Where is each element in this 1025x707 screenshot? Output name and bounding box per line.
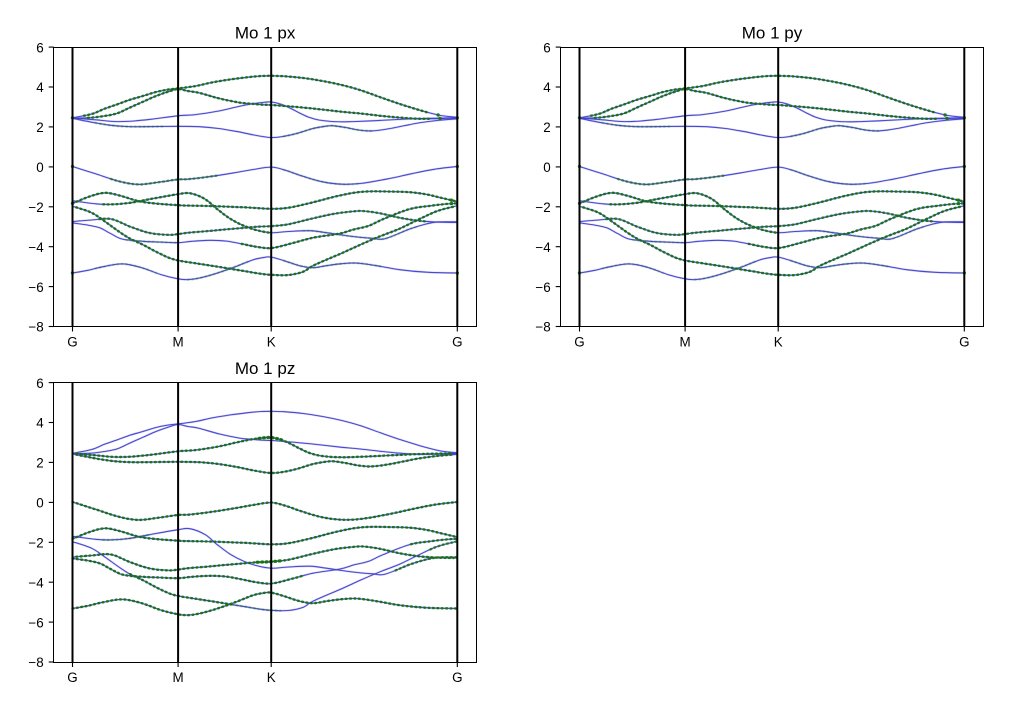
svg-text:Mo 1 pz: Mo 1 pz xyxy=(235,359,295,378)
svg-text:4: 4 xyxy=(36,416,44,431)
svg-text:−2: −2 xyxy=(28,200,43,215)
svg-text:G: G xyxy=(959,335,969,350)
svg-text:−4: −4 xyxy=(28,240,44,255)
svg-text:6: 6 xyxy=(36,376,43,391)
svg-text:4: 4 xyxy=(543,80,551,95)
svg-text:−4: −4 xyxy=(28,575,44,590)
svg-text:2: 2 xyxy=(36,456,43,471)
svg-text:−8: −8 xyxy=(28,655,43,670)
svg-text:G: G xyxy=(452,335,462,350)
svg-text:G: G xyxy=(67,335,77,350)
svg-text:4: 4 xyxy=(36,80,44,95)
svg-text:−4: −4 xyxy=(535,240,551,255)
svg-text:−8: −8 xyxy=(28,320,43,335)
svg-text:−8: −8 xyxy=(535,320,550,335)
svg-text:−6: −6 xyxy=(28,280,43,295)
svg-text:2: 2 xyxy=(543,120,550,135)
svg-text:−2: −2 xyxy=(535,200,550,215)
svg-text:0: 0 xyxy=(543,160,550,175)
svg-text:6: 6 xyxy=(36,40,43,55)
svg-text:K: K xyxy=(267,670,276,685)
svg-text:M: M xyxy=(680,335,691,350)
svg-text:Mo 1 py: Mo 1 py xyxy=(742,24,803,43)
svg-text:M: M xyxy=(173,670,184,685)
svg-text:G: G xyxy=(67,670,77,685)
svg-text:6: 6 xyxy=(543,40,550,55)
svg-text:G: G xyxy=(452,670,462,685)
svg-text:Mo 1 px: Mo 1 px xyxy=(235,24,296,43)
svg-text:0: 0 xyxy=(36,160,43,175)
svg-text:−2: −2 xyxy=(28,536,43,551)
svg-text:K: K xyxy=(267,335,276,350)
svg-text:2: 2 xyxy=(36,120,43,135)
svg-text:0: 0 xyxy=(36,496,43,511)
svg-text:−6: −6 xyxy=(28,615,43,630)
svg-text:K: K xyxy=(774,335,783,350)
svg-text:M: M xyxy=(173,335,184,350)
svg-text:−6: −6 xyxy=(535,280,550,295)
svg-text:G: G xyxy=(574,335,584,350)
